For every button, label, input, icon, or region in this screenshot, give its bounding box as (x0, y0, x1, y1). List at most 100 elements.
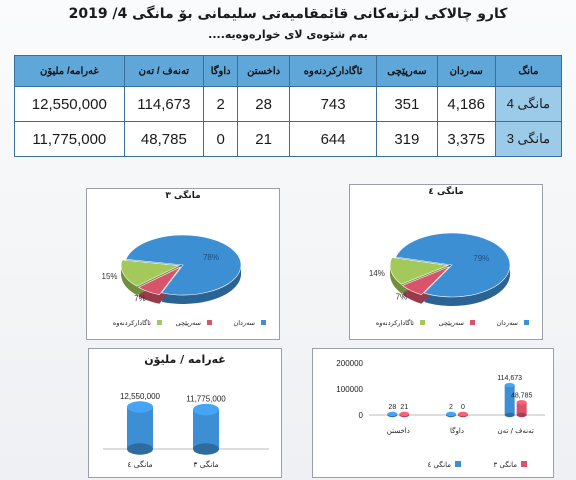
category-label: تەنەف / تەن (498, 427, 534, 435)
legend-label: مانگی ٣ (493, 460, 517, 469)
pie-slice-label: 14% (369, 269, 385, 278)
bar-value-label: 28 (388, 404, 396, 411)
comparison-bar-chart: 0 100000 200000 28 21 داخستن 2 0 داوگا 114,673 48,… (312, 348, 554, 478)
bar-value-label: 0 (461, 404, 465, 411)
table-header-row: مانگ سەردان سەرپێچی ئاگادارکردنەوە داخست… (14, 55, 563, 87)
legend-swatch (455, 461, 461, 467)
fines-bar-chart: غەرامە / مليۆن 12,550,000 مانگی ٤ 11,775,0… (88, 348, 282, 478)
column-header: سەردان (436, 55, 496, 87)
column-header: تەنەف / تەن (123, 55, 205, 87)
column-header: مانگ (494, 55, 563, 87)
column-header: داخستن (237, 55, 291, 87)
legend-swatch (157, 320, 162, 325)
table-cell: 4,186 (436, 86, 496, 122)
y-tick-label: 200000 (336, 359, 363, 368)
category-label: مانگی ٣ (193, 460, 218, 469)
bar-value-label: 2 (449, 404, 453, 411)
table-cell: 114,673 (123, 86, 205, 122)
table-cell: 11,775,000 (14, 121, 125, 157)
pie-chart-svg: 78% 7% 15% سەردان سەرپێچی ئاگادارکردنەوە (102, 234, 266, 327)
page-subtitle: بەم شێوەی لای خوارەوەیە.... (208, 28, 368, 41)
pie-slice (125, 234, 242, 296)
category-label: داوگا (450, 426, 464, 435)
legend-label: سەرپێچی (439, 319, 464, 327)
statistics-table: مانگ سەردان سەرپێچی ئاگادارکردنەوە داخست… (14, 55, 563, 157)
bar-top (193, 403, 219, 416)
column-header: داوگا (203, 55, 239, 87)
legend-label: سەردان (496, 319, 518, 327)
chart-title: مانگی ٣ (165, 191, 201, 201)
table-cell: 21 (237, 121, 291, 157)
pie-slice-label: 7% (134, 294, 146, 303)
pie-slice-label: 15% (102, 272, 118, 281)
pie-chart-month-3: مانگی ٣ 78% 7% 15% سەردان سەرپێچی ئاگادارکردن… (86, 188, 280, 340)
bar-base (193, 443, 219, 455)
pie-slice-label: 7% (396, 293, 408, 302)
table-cell: 28 (237, 86, 291, 122)
legend-label: ئاگادارکردنەوە (376, 319, 414, 327)
pie-slice (120, 259, 181, 287)
row-label: مانگی 3 (494, 121, 563, 157)
pie-chart-month-4: مانگی ٤ 79% 7% 14% سەردان سەرپێچی ئاگادارکردن… (349, 184, 543, 340)
bar (504, 385, 515, 415)
table-row: مانگی 4 4,186 351 743 28 2 114,673 12,55… (14, 86, 563, 122)
y-tick-label: 0 (359, 411, 364, 420)
bar-top (458, 411, 468, 417)
pie-slice (389, 257, 450, 285)
bar-top (387, 411, 398, 417)
legend-swatch (420, 320, 425, 325)
pie-slice (401, 266, 450, 296)
pie-slice-label: 78% (203, 253, 219, 262)
bar-value-label: 21 (400, 404, 408, 411)
legend-label: سەردان (233, 319, 255, 327)
legend-swatch (524, 320, 529, 325)
table-cell: 644 (289, 121, 378, 157)
legend-label: مانگی ٤ (427, 460, 451, 469)
row-label: مانگی 4 (494, 86, 563, 122)
column-header: ئاگادارکردنەوە (289, 55, 378, 87)
bar-base (504, 412, 515, 418)
bar-base (127, 443, 153, 455)
legend-swatch (470, 320, 475, 325)
table-cell: 2 (203, 86, 239, 122)
bar-top (504, 382, 515, 388)
y-tick-label: 100000 (336, 385, 363, 394)
chart-title: غەرامە / مليۆن (144, 353, 226, 366)
legend-swatch (207, 320, 212, 325)
chart-title: مانگی ٤ (428, 187, 464, 197)
legend-swatch (521, 461, 527, 467)
pie-slice (395, 232, 511, 298)
table-cell: 0 (203, 121, 239, 157)
legend-label: سەرپێچی (176, 319, 201, 327)
pie-slice (137, 266, 181, 296)
bar (193, 409, 219, 449)
bar-top (516, 400, 527, 405)
legend-swatch (261, 320, 266, 325)
table-cell: 48,785 (123, 121, 205, 157)
bar-chart-svg: 0 100000 200000 28 21 داخستن 2 0 داوگا 114,673 48,… (336, 359, 545, 469)
bar-value-label: 114,673 (497, 375, 522, 382)
legend-label: ئاگادارکردنەوە (113, 319, 151, 327)
category-label: داخستن (387, 427, 410, 435)
table-cell: 12,550,000 (14, 86, 125, 122)
bar-base (516, 412, 527, 418)
table-cell: 319 (376, 121, 438, 157)
bar-top (446, 411, 456, 417)
pie-chart-svg: 79% 7% 14% سەردان سەرپێچی ئاگادارکردنەوە (369, 232, 529, 327)
pie-slice-label: 79% (473, 254, 489, 263)
page-title: كارو چالاكى ليژنەكانى قائمقاميەتى سليمان… (68, 6, 508, 22)
category-label: مانگی ٤ (127, 460, 152, 469)
table-cell: 3,375 (436, 121, 496, 157)
column-header: غەرامە/ مليۆن (14, 55, 125, 87)
bar (127, 407, 153, 449)
column-header: سەرپێچی (376, 55, 438, 87)
bar-top (127, 401, 153, 413)
bar-top (399, 411, 410, 417)
bar-value-label: 12,550,000 (120, 392, 161, 401)
bar-chart-svg: 12,550,000 مانگی ٤ 11,775,000 مانگی ٣ (103, 392, 269, 469)
table-cell: 743 (289, 86, 378, 122)
table-cell: 351 (376, 86, 438, 122)
table-row: مانگی 3 3,375 319 644 21 0 48,785 11,775… (14, 121, 563, 157)
bar (516, 402, 527, 415)
bar-value-label: 11,775,000 (186, 395, 226, 404)
